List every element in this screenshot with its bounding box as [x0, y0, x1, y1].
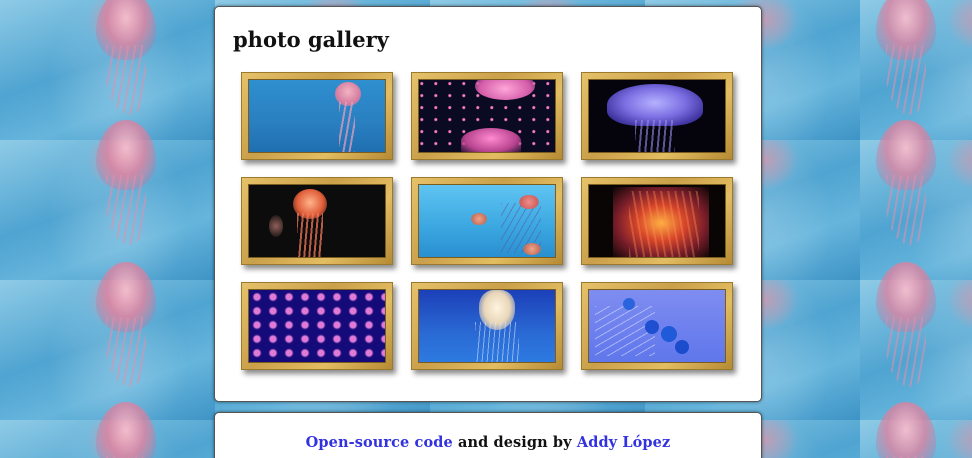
photo-image	[418, 289, 556, 363]
photo-thumbnail[interactable]	[411, 72, 563, 160]
background-jellyfish	[876, 0, 936, 115]
photo-image	[588, 184, 726, 258]
photo-image	[588, 289, 726, 363]
source-code-link[interactable]: Open-source code	[305, 434, 453, 451]
page-title: photo gallery	[233, 27, 389, 52]
photo-image	[248, 184, 386, 258]
background-jellyfish	[876, 262, 936, 387]
photo-image	[248, 79, 386, 153]
photo-image	[418, 79, 556, 153]
background-jellyfish	[876, 120, 936, 245]
photo-thumbnail[interactable]	[581, 282, 733, 370]
photo-thumbnail[interactable]	[241, 282, 393, 370]
author-link[interactable]: Addy López	[576, 434, 671, 451]
background-jellyfish	[96, 0, 156, 115]
photo-thumbnail[interactable]	[411, 177, 563, 265]
credits-text: and design by	[452, 434, 577, 451]
photo-thumbnail[interactable]	[581, 177, 733, 265]
footer-panel: Open-source code and design by Addy Lópe…	[214, 412, 762, 458]
photo-image	[418, 184, 556, 258]
credits: Open-source code and design by Addy Lópe…	[215, 434, 761, 451]
photo-image	[588, 79, 726, 153]
photo-thumbnail[interactable]	[241, 72, 393, 160]
photo-grid	[241, 72, 735, 370]
photo-image	[248, 289, 386, 363]
gallery-panel: photo gallery	[214, 6, 762, 402]
photo-thumbnail[interactable]	[241, 177, 393, 265]
background-jellyfish	[876, 402, 936, 458]
background-jellyfish	[96, 402, 156, 458]
photo-thumbnail[interactable]	[581, 72, 733, 160]
background-jellyfish	[96, 120, 156, 245]
photo-thumbnail[interactable]	[411, 282, 563, 370]
background-jellyfish	[96, 262, 156, 387]
